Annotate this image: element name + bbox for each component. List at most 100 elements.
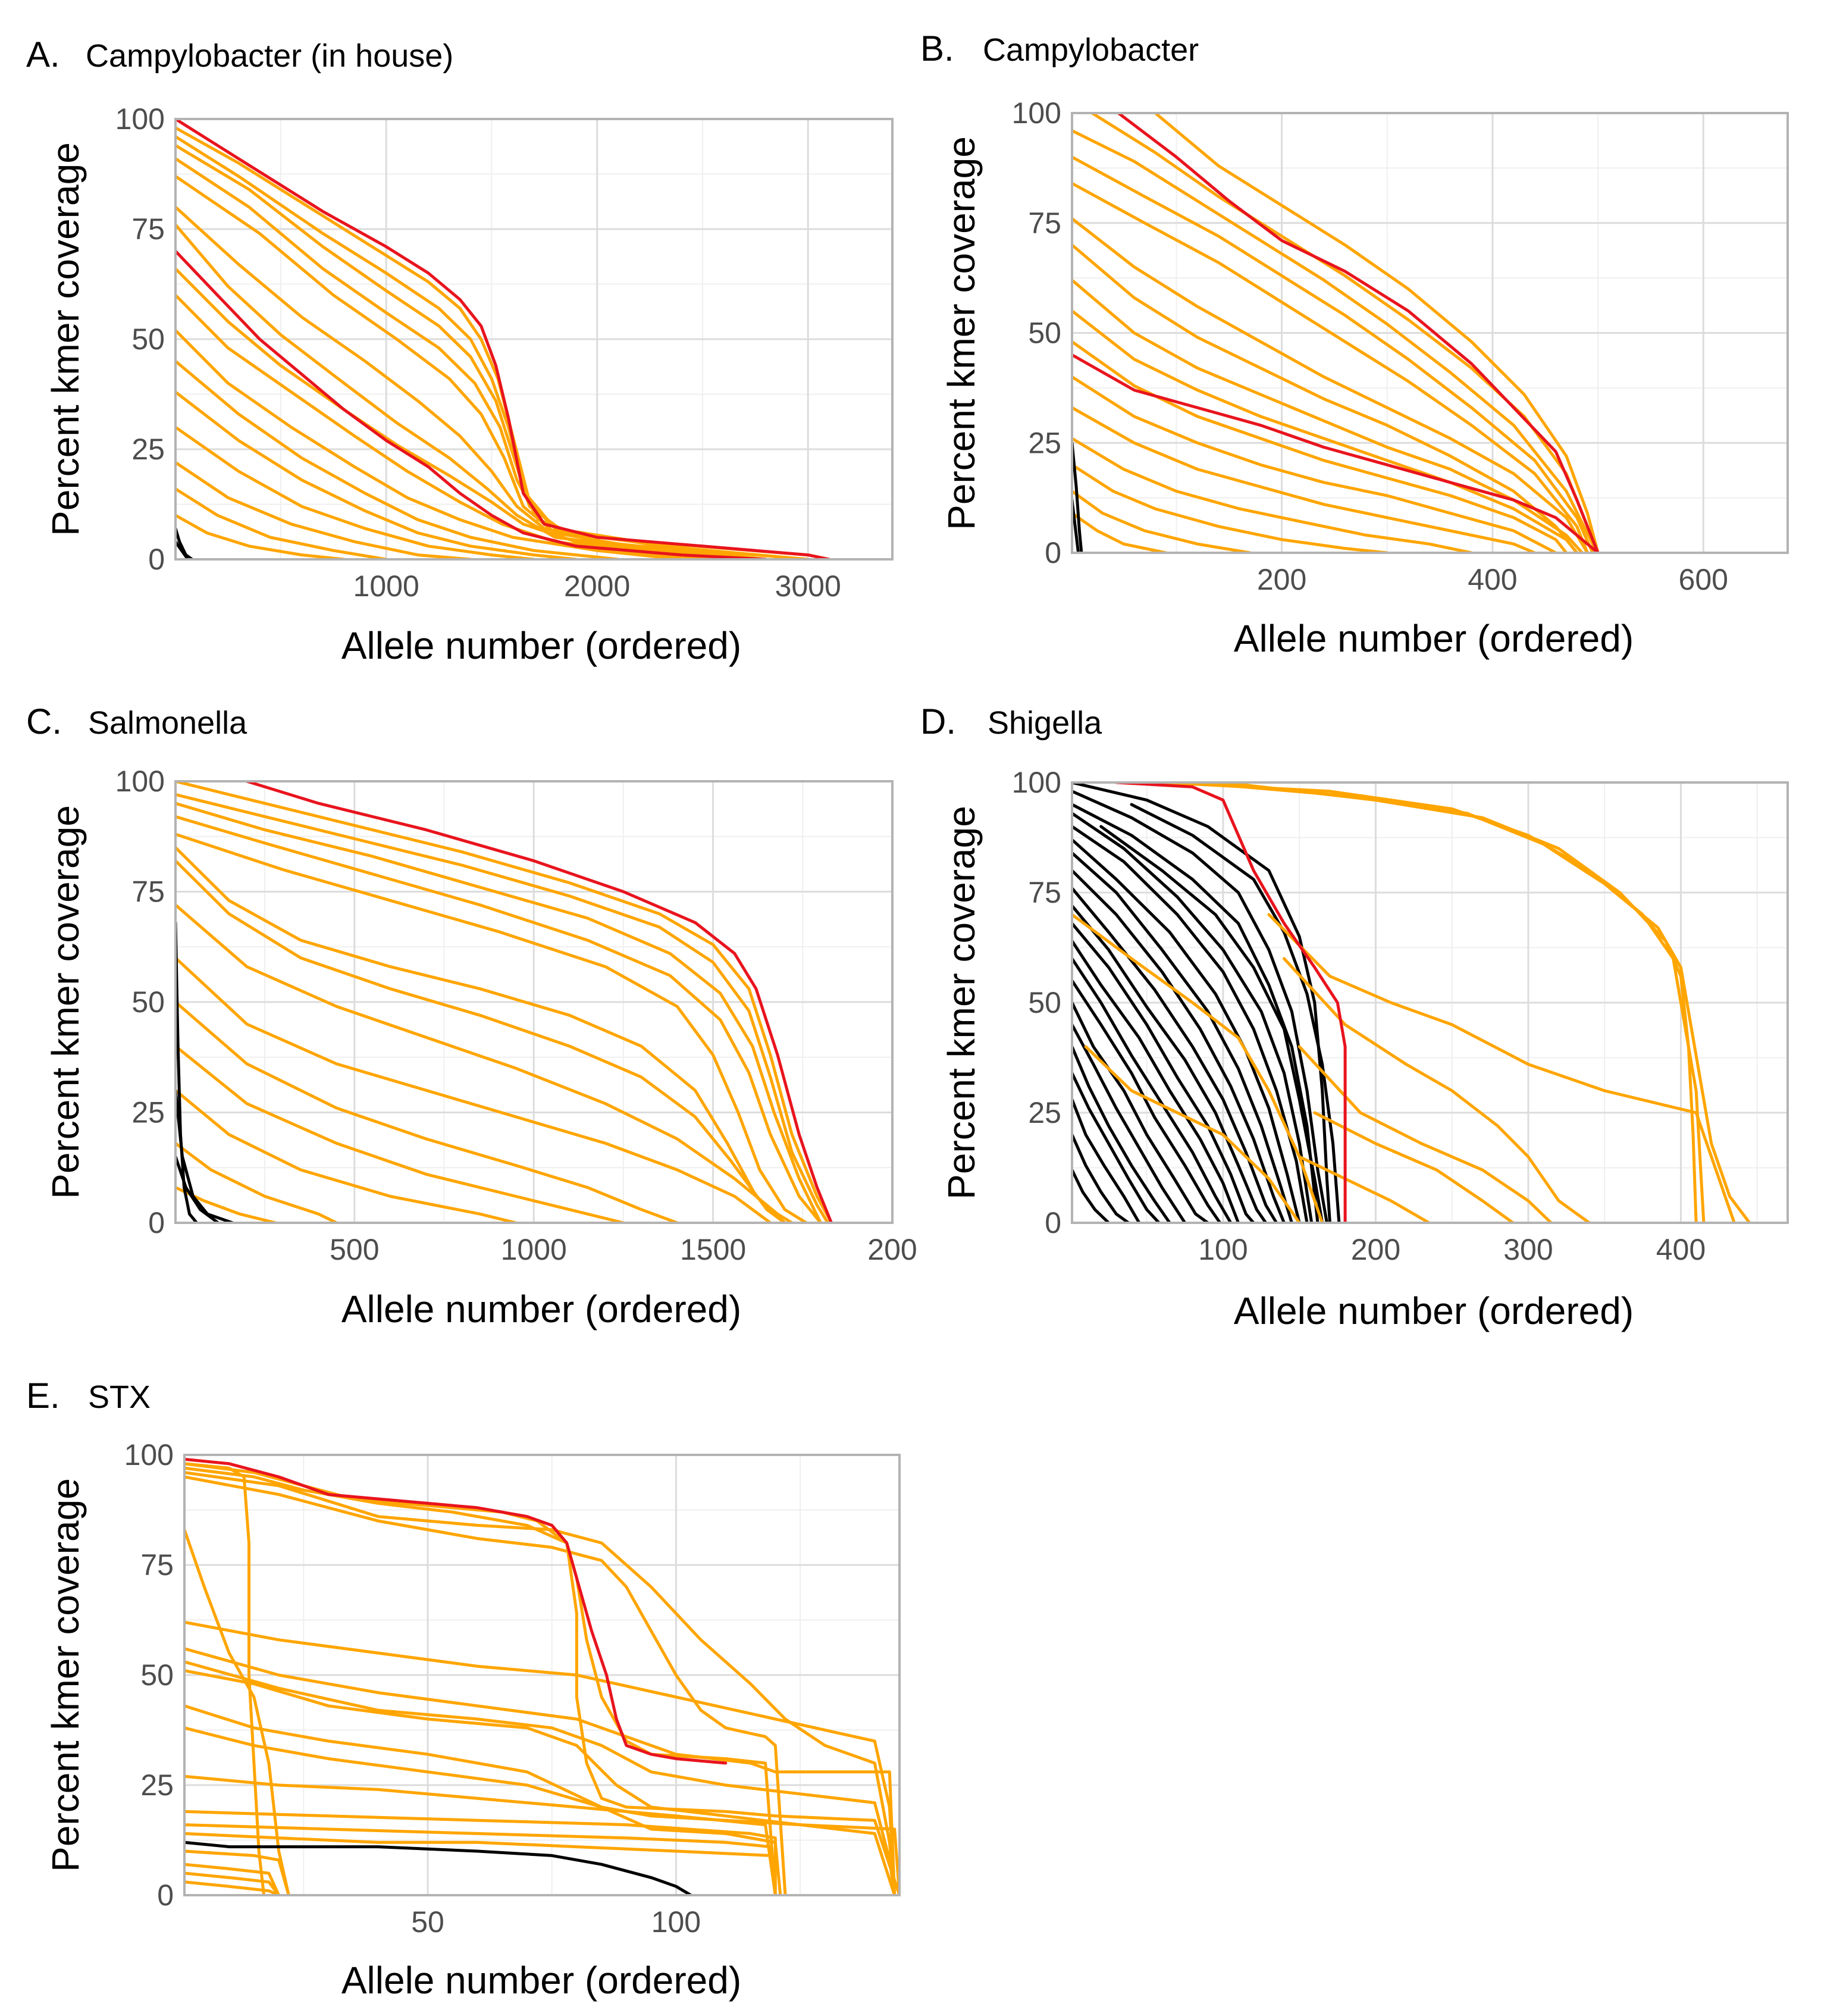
panel-e-series-top-red <box>184 1457 728 1765</box>
panel-c-letter: C. <box>26 702 62 741</box>
panel-d-y-tick-label: 100 <box>1012 766 1061 799</box>
panel-d-series-black-14 <box>1072 979 1222 1223</box>
panel-b-series-mid-red <box>1072 353 1600 553</box>
panel-b-frame <box>1071 112 1789 554</box>
panel-a: A. Campylobacter (in house) 0 25 50 75 100 10… <box>26 35 894 667</box>
panel-d-series-black-12 <box>1072 939 1240 1223</box>
panel-a-series-black-1 <box>175 527 194 559</box>
panel-a-series-low-4 <box>175 425 535 559</box>
panel-b: B. Campylobacter 0 25 50 75 100 200 400 600 All… <box>920 29 1789 660</box>
panel-a-series-mid-red <box>175 249 767 559</box>
panel-b-series-low-2 <box>1072 375 1557 553</box>
panel-a-x-tick-label: 1000 <box>353 569 419 603</box>
panel-b-series-low-4 <box>1072 437 1473 553</box>
panel-d-x-axis-title: Allele number (ordered) <box>1234 1289 1634 1332</box>
panel-a-series-mid-3 <box>175 267 747 559</box>
panel-b-series-low-7 <box>1072 512 1168 553</box>
panel-c-series-low-2 <box>175 1044 625 1223</box>
panel-d-series-black-6 <box>1072 838 1301 1223</box>
panel-c-series-mid-4 <box>175 956 772 1223</box>
panel-b-series-mid-3 <box>1072 278 1584 553</box>
panel-a-x-axis-title: Allele number (ordered) <box>341 624 741 667</box>
panel-d-series-black-5 <box>1072 825 1309 1223</box>
panel-d-series-black-9 <box>1072 887 1278 1223</box>
panel-c-x-axis-title: Allele number (ordered) <box>341 1288 741 1331</box>
panel-c-plot-area <box>175 781 892 1223</box>
panel-a-letter: A. <box>26 35 60 74</box>
panel-d-y-tick-label: 0 <box>1045 1206 1061 1239</box>
panel-b-y-axis-title: Percent kmer coverage <box>940 136 983 530</box>
panel-e-series-low-1 <box>184 1774 777 1895</box>
panel-a-frame <box>174 118 894 561</box>
panel-b-series-top-3 <box>1072 129 1600 553</box>
panel-d-series-orange-mid-3 <box>1297 1045 1553 1223</box>
panel-c-y-tick-label: 25 <box>131 1096 165 1129</box>
panel-d-x-tick-label: 100 <box>1198 1233 1248 1266</box>
panel-e-series-low-5 <box>184 1849 290 1895</box>
panel-d-series-black-17 <box>1072 1045 1171 1223</box>
panel-a-series-mid-1 <box>175 205 747 559</box>
panel-e: E. STX 0 25 50 75 100 50 100 Allele number (or… <box>26 1376 901 2002</box>
panel-e-title: STX <box>88 1379 151 1415</box>
panel-d-x-tick-label: 300 <box>1503 1233 1553 1266</box>
panel-c-y-tick-label: 50 <box>131 985 165 1019</box>
panel-a-series-top-red <box>175 119 831 559</box>
panel-d-series-orange-top-3 <box>1160 782 1706 1223</box>
panel-a-series-mid-2 <box>175 223 747 559</box>
panel-d-series-black-1 <box>1072 782 1331 1223</box>
panel-e-series-low-8 <box>184 1880 281 1895</box>
panel-d-series-orange-low-1 <box>1297 1155 1431 1223</box>
panel-a-x-tick-label: 3000 <box>775 569 841 603</box>
panel-b-series <box>1072 113 1600 553</box>
panel-e-series-mid-6 <box>184 1726 782 1895</box>
panel-e-axes: 0 25 50 75 100 50 100 <box>124 1438 701 1939</box>
panel-c-y-tick-label: 0 <box>148 1206 165 1239</box>
panel-b-x-axis-title: Allele number (ordered) <box>1234 617 1634 660</box>
panel-d-series-black-22 <box>1130 803 1341 1223</box>
panel-b-y-tick-label: 0 <box>1045 536 1061 569</box>
panel-a-plot-area <box>175 119 892 559</box>
panel-d-series-red-1 <box>1114 782 1347 1223</box>
panel-b-series-black-1 <box>1072 441 1083 553</box>
panel-e-series-high-1 <box>184 1528 290 1895</box>
panel-b-series-mid-4 <box>1072 309 1579 553</box>
panel-d-series-black-18 <box>1072 1071 1161 1223</box>
panel-c-series-top-4 <box>175 815 822 1223</box>
panel-c-frame <box>174 780 894 1224</box>
panel-b-x-tick-label: 200 <box>1257 563 1306 596</box>
panel-d-y-tick-label: 50 <box>1028 986 1061 1019</box>
panel-e-y-axis-title: Percent kmer coverage <box>44 1478 87 1872</box>
panel-e-series-top-3 <box>184 1471 897 1895</box>
panel-d-frame <box>1071 781 1789 1224</box>
panel-b-x-tick-label: 600 <box>1679 563 1728 596</box>
panel-e-plot-area <box>184 1455 899 1895</box>
panel-e-x-axis-title: Allele number (ordered) <box>341 1959 741 2002</box>
panel-e-y-tick-label: 75 <box>140 1548 174 1582</box>
panel-b-y-tick-label: 25 <box>1028 426 1061 459</box>
panel-b-series-mid-1 <box>1072 217 1589 553</box>
panel-b-series-low-1 <box>1072 340 1568 553</box>
panel-b-series-low-5 <box>1072 463 1389 553</box>
panel-e-series-low-4 <box>184 1832 777 1895</box>
panel-c-series <box>175 781 833 1223</box>
panel-a-series-low-5 <box>175 461 472 559</box>
panel-d-series-orange-top-2 <box>1191 782 1751 1223</box>
panel-d-series-black-20 <box>1072 1133 1130 1223</box>
panel-c-series-top-1 <box>175 781 833 1223</box>
panel-a-series-black-2 <box>175 540 190 559</box>
panel-a-series-low-3 <box>175 390 578 559</box>
panel-c-series-top-3 <box>175 802 822 1223</box>
panel-d-y-tick-label: 25 <box>1028 1096 1061 1129</box>
panel-d-series-orange-in-black-1 <box>1072 913 1324 1223</box>
panel-d-series-black-3 <box>1072 803 1319 1223</box>
panel-d-series-black-8 <box>1072 869 1286 1223</box>
panel-e-frame <box>183 1454 901 1896</box>
panel-d-series-black-19 <box>1072 1098 1141 1223</box>
panel-d-x-tick-label: 200 <box>1351 1233 1400 1266</box>
panel-d-y-axis-title: Percent kmer coverage <box>940 806 983 1200</box>
panel-d-series-black-10 <box>1072 904 1268 1223</box>
panel-e-y-tick-label: 100 <box>124 1438 174 1472</box>
panel-b-x-tick-label: 400 <box>1468 563 1517 596</box>
